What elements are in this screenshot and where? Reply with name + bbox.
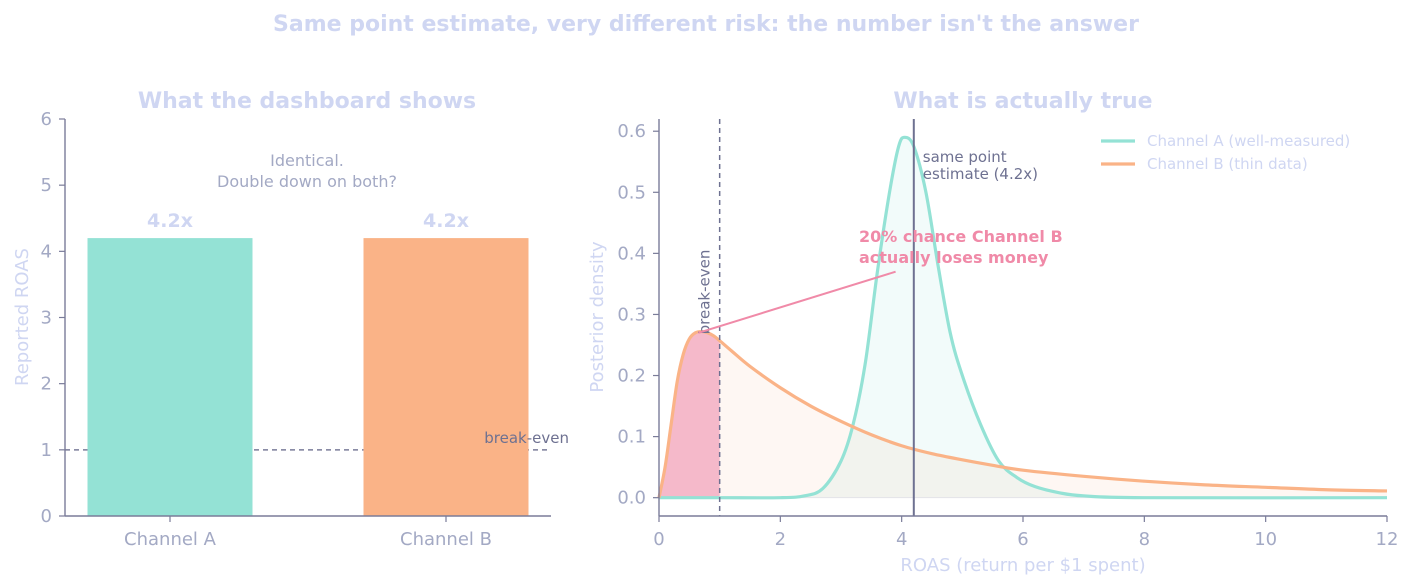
break-even-label: break-even: [484, 429, 569, 447]
y-tick-label: 0.2: [617, 366, 646, 387]
x-tick-label: 6: [1017, 529, 1028, 550]
y-tick-label: 1: [41, 440, 52, 461]
y-tick-label: 0.3: [617, 304, 646, 325]
y-tick-label: 3: [41, 308, 52, 329]
y-tick-label: 0.1: [617, 427, 646, 448]
channel-a-line: [659, 135, 1388, 500]
x-tick-label: 2: [775, 529, 786, 550]
bar-chart-ylabel: Reported ROAS: [12, 248, 33, 386]
y-tick-label: 2: [41, 374, 52, 395]
density-chart: What is actually true Posterior density …: [587, 89, 1398, 576]
risk-annotation-line1: 20% chance Channel B: [859, 227, 1063, 246]
bar-chart-annotation-line2: Double down on both?: [217, 172, 397, 191]
density-chart-title: What is actually true: [893, 89, 1152, 114]
bar-chart: What the dashboard shows Reported ROAS I…: [12, 89, 569, 550]
risk-arrow: [698, 270, 896, 334]
break-even-vline-label: break-even: [696, 250, 714, 335]
y-tick-label: 0.6: [617, 121, 646, 142]
legend-label: Channel B (thin data): [1147, 155, 1308, 173]
x-tick-label: 12: [1376, 529, 1399, 550]
bar-channel-a: [87, 238, 253, 516]
risk-annotation-line2: actually loses money: [859, 248, 1049, 267]
point-estimate-label-line1: same point: [923, 148, 1007, 166]
bar-chart-title: What the dashboard shows: [138, 89, 476, 114]
channel-b-line: [657, 329, 1388, 498]
x-tick-label: Channel A: [124, 529, 217, 550]
density-chart-ylabel: Posterior density: [587, 241, 608, 393]
y-tick-label: 6: [41, 109, 52, 130]
x-tick-label: 0: [653, 529, 664, 550]
density-chart-xlabel: ROAS (return per $1 spent): [900, 555, 1145, 576]
bar-value-label: 4.2x: [147, 210, 193, 232]
risk-area: [659, 331, 720, 498]
x-tick-label: 10: [1254, 529, 1277, 550]
channel-b-area: [659, 331, 1387, 498]
y-tick-label: 0: [41, 506, 52, 527]
legend-label: Channel A (well-measured): [1147, 132, 1350, 150]
bar-channel-b: [363, 238, 529, 516]
y-tick-label: 0.5: [617, 182, 646, 203]
y-tick-label: 0.4: [617, 243, 646, 264]
suptitle: Same point estimate, very different risk…: [273, 12, 1139, 37]
y-tick-label: 4: [41, 241, 52, 262]
y-tick-label: 5: [41, 175, 52, 196]
x-tick-label: 4: [896, 529, 907, 550]
y-tick-label: 0.0: [617, 488, 646, 509]
x-tick-label: Channel B: [400, 529, 492, 550]
bar-chart-annotation-line1: Identical.: [270, 151, 344, 170]
x-tick-label: 8: [1139, 529, 1150, 550]
point-estimate-label-line2: estimate (4.2x): [923, 165, 1038, 183]
bar-value-label: 4.2x: [423, 210, 469, 232]
